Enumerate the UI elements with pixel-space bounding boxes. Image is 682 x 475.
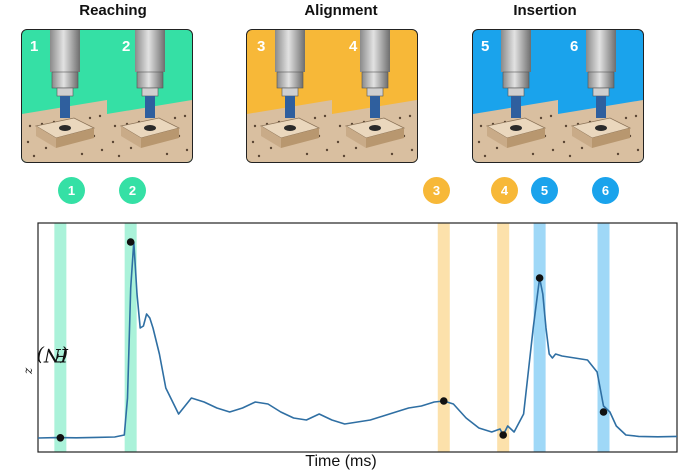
event-band-3 [437,223,450,452]
event-point-3 [439,397,448,405]
y-axis-label-sub: z [20,367,35,374]
step-marker-1: 1 [58,177,85,204]
robot-photo [473,30,558,162]
event-point-5 [535,274,544,282]
robot-photo [332,30,417,162]
event-point-4 [499,431,507,439]
step-number: 3 [257,38,266,55]
event-point-1 [56,434,65,442]
step-marker-4: 4 [491,177,518,204]
step-number: 1 [30,38,39,55]
event-band-6 [597,223,610,452]
alignment-title: Alignment [304,2,378,19]
plot-frame [37,222,678,453]
event-band-1 [54,223,67,452]
step-marker-3: 3 [423,177,450,204]
robot-photo [247,30,332,162]
event-band-5 [533,223,546,452]
insertion-panel: 5 6 [472,29,644,163]
force-line [37,241,678,439]
step-number: 6 [570,38,579,55]
step-number: 2 [122,38,131,55]
step-number: 5 [481,38,490,55]
reaching-panel: 1 2 [21,29,193,163]
x-axis-label: Time (ms) [305,453,377,470]
event-band-4 [497,223,510,452]
step-marker-2: 2 [119,177,146,204]
step-number: 4 [349,38,358,55]
robot-photo [558,30,643,162]
event-point-6 [599,408,608,416]
robot-photo [22,30,107,162]
robot-photo [107,30,192,162]
step-marker-6: 6 [592,177,619,204]
reaching-title: Reaching [79,2,147,19]
insertion-title: Insertion [513,2,577,19]
event-point-2 [126,238,135,246]
alignment-panel: 3 4 [246,29,418,163]
y-axis-label-unit: (N) [36,344,68,366]
step-marker-5: 5 [531,177,558,204]
